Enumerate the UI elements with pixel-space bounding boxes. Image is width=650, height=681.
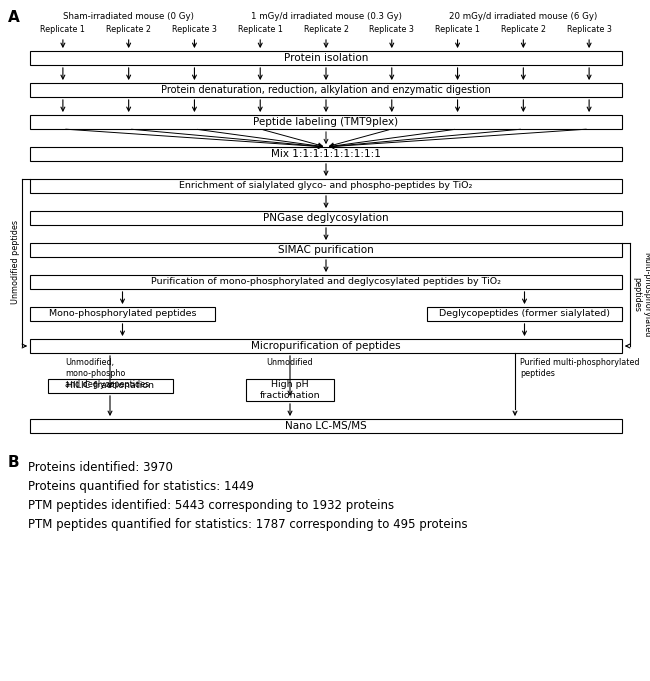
Bar [30, 83, 622, 97]
Text: Multi-phosphorylated
peptides: Multi-phosphorylated peptides [632, 252, 650, 337]
Text: Replicate 1: Replicate 1 [40, 25, 85, 34]
Text: Unmodified,
mono-phospho
and deglycopeptides: Unmodified, mono-phospho and deglycopept… [65, 358, 150, 390]
Text: Proteins quantified for statistics: 1449: Proteins quantified for statistics: 1449 [28, 480, 254, 493]
Bar [30, 243, 622, 257]
Text: 1 mGy/d irradiated mouse (0.3 Gy): 1 mGy/d irradiated mouse (0.3 Gy) [250, 12, 402, 21]
Text: Enrichment of sialylated glyco- and phospho-peptides by TiO₂: Enrichment of sialylated glyco- and phos… [179, 182, 473, 191]
Text: PTM peptides identified: 5443 corresponding to 1932 proteins: PTM peptides identified: 5443 correspond… [28, 499, 394, 512]
Text: Unmodified peptides: Unmodified peptides [11, 221, 20, 304]
Text: Proteins identified: 3970: Proteins identified: 3970 [28, 461, 173, 474]
Bar [30, 275, 622, 289]
Text: Unmodified: Unmodified [266, 358, 313, 367]
Bar [30, 179, 622, 193]
Text: PNGase deglycosylation: PNGase deglycosylation [263, 213, 389, 223]
Text: Nano LC-MS/MS: Nano LC-MS/MS [285, 421, 367, 431]
Bar [30, 339, 622, 353]
Text: B: B [8, 455, 20, 470]
Text: Replicate 3: Replicate 3 [172, 25, 217, 34]
Bar [427, 307, 622, 321]
Bar [30, 51, 622, 65]
Bar [30, 211, 622, 225]
Bar [30, 147, 622, 161]
Text: Purified multi-phosphorylated
peptides: Purified multi-phosphorylated peptides [520, 358, 640, 378]
Text: Protein denaturation, reduction, alkylation and enzymatic digestion: Protein denaturation, reduction, alkylat… [161, 85, 491, 95]
Text: Replicate 2: Replicate 2 [304, 25, 348, 34]
Text: Replicate 1: Replicate 1 [435, 25, 480, 34]
Text: HILIC fractionation: HILIC fractionation [66, 381, 154, 390]
Text: Replicate 2: Replicate 2 [106, 25, 151, 34]
Text: Micropurification of peptides: Micropurification of peptides [251, 341, 401, 351]
Bar [30, 419, 622, 433]
Text: Mix 1:1:1:1:1:1:1:1:1: Mix 1:1:1:1:1:1:1:1:1 [271, 149, 381, 159]
Bar [47, 379, 172, 393]
Text: 20 mGy/d irradiated mouse (6 Gy): 20 mGy/d irradiated mouse (6 Gy) [449, 12, 597, 21]
Text: PTM peptides quantified for statistics: 1787 corresponding to 495 proteins: PTM peptides quantified for statistics: … [28, 518, 467, 531]
Text: Purification of mono-phosphorylated and deglycosylated peptides by TiO₂: Purification of mono-phosphorylated and … [151, 277, 501, 287]
Text: High pH
fractionation: High pH fractionation [260, 380, 320, 400]
Text: Mono-phosphorylated peptides: Mono-phosphorylated peptides [49, 309, 196, 319]
Text: Replicate 3: Replicate 3 [369, 25, 414, 34]
Text: SIMAC purification: SIMAC purification [278, 245, 374, 255]
Bar [30, 115, 622, 129]
Text: Protein isolation: Protein isolation [284, 53, 368, 63]
Text: Deglycopeptides (former sialylated): Deglycopeptides (former sialylated) [439, 309, 610, 319]
Text: Replicate 1: Replicate 1 [238, 25, 283, 34]
Text: Peptide labeling (TMT9plex): Peptide labeling (TMT9plex) [254, 117, 398, 127]
Bar [30, 307, 215, 321]
Bar [246, 379, 334, 401]
Text: Sham-irradiated mouse (0 Gy): Sham-irradiated mouse (0 Gy) [63, 12, 194, 21]
Text: Replicate 2: Replicate 2 [501, 25, 546, 34]
Text: A: A [8, 10, 20, 25]
Text: Replicate 3: Replicate 3 [567, 25, 612, 34]
